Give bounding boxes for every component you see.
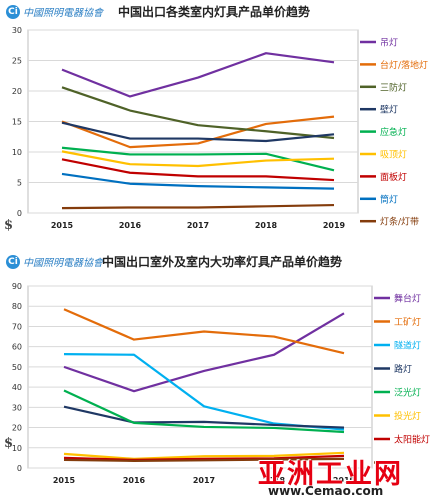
x-tick-label: 2017: [193, 476, 215, 485]
watermark-url: www.Cemao.com: [268, 484, 384, 498]
chart-title-outdoor: 中国出口室外及室内大功率灯具产品单价趋势: [102, 255, 343, 269]
y-tick-label: 80: [12, 302, 22, 311]
watermark-text: 亚洲工业网: [258, 459, 403, 490]
series-line: [63, 353, 345, 431]
legend-label: 三防灯: [380, 81, 407, 93]
plot-area: [27, 285, 373, 469]
currency-symbol: $: [4, 218, 14, 233]
x-tick-label: 2015: [51, 221, 74, 230]
logo-mark-icon: Ci: [6, 254, 20, 269]
y-tick-label: 30: [12, 26, 22, 35]
x-tick-label: 2017: [187, 221, 209, 230]
y-tick-label: 60: [12, 343, 22, 352]
series-line: [61, 52, 335, 98]
y-tick-label: 15: [12, 118, 22, 127]
series-line: [61, 203, 335, 210]
series-line: [63, 457, 345, 463]
logo-text: 中國照明電器協會: [23, 258, 103, 269]
y-tick-label: 90: [12, 282, 22, 291]
series-line: [63, 312, 345, 393]
x-tick-label: 2015: [53, 476, 76, 485]
x-tick-label: 2016: [123, 476, 146, 485]
series-line: [61, 115, 335, 149]
chart-title-indoor: 中国出口各类室内灯具产品单价趋势: [118, 5, 311, 19]
legend-label: 吊灯: [380, 38, 398, 49]
currency-symbol: $: [4, 436, 14, 451]
y-tick-label: 20: [12, 424, 22, 433]
legend-label: 投光灯: [394, 410, 421, 422]
y-tick-label: 20: [12, 87, 22, 96]
legend-label: 隧道灯: [394, 340, 421, 352]
logo-mark-icon: Ci: [6, 4, 20, 19]
association-logo: Ci 中國照明電器協會: [6, 254, 103, 269]
line-chart-outdoor: 0 10 20 30 40 50 60 70 80 90 2015 2016 2017 2018 2019 舞…: [12, 282, 430, 485]
y-tick-label: 10: [12, 444, 22, 453]
series-line: [61, 172, 335, 190]
legend-label: 舞台灯: [394, 293, 421, 305]
legend-label: 吸顶灯: [380, 150, 407, 161]
series-line: [61, 121, 335, 143]
legend-label: 太阳能灯: [394, 434, 430, 446]
y-tick-label: 50: [12, 363, 22, 372]
line-chart-indoor: 0 5 10 15 20 25 30 2015 2016 2017 2018 2019 吊灯台灯/落地灯…: [12, 26, 428, 230]
legend-label: 泛光灯: [394, 387, 421, 399]
legend-label: 路灯: [394, 363, 412, 375]
y-tick-label: 10: [12, 148, 22, 157]
series-line: [63, 451, 345, 460]
x-tick-label: 2019: [323, 221, 346, 230]
y-tick-label: 0: [17, 209, 22, 218]
legend-label: 面板灯: [380, 171, 407, 183]
x-tick-label: 2019: [333, 476, 356, 485]
series-line: [63, 405, 345, 429]
x-tick-label: 2018: [263, 476, 286, 485]
y-tick-label: 5: [17, 179, 22, 188]
legend-label: 灯条/灯带: [380, 216, 419, 228]
chart-panel-outdoor: Ci 中國照明電器協會 中国出口室外及室内大功率灯具产品单价趋势 0 10 20 30…: [0, 250, 436, 500]
legend-label: 台灯/落地灯: [380, 59, 428, 71]
series-line: [61, 86, 335, 140]
legend-label: 应急灯: [380, 126, 407, 138]
y-tick-label: 0: [17, 464, 22, 473]
series-line: [63, 389, 345, 434]
series-line: [63, 454, 345, 462]
series-line: [63, 308, 345, 355]
legend-label: 工矿灯: [394, 316, 421, 328]
association-logo: Ci 中國照明電器協會: [6, 4, 103, 19]
logo-text: 中國照明電器協會: [23, 8, 103, 19]
y-tick-label: 25: [12, 57, 22, 66]
x-tick-label: 2018: [255, 221, 278, 230]
y-tick-label: 40: [12, 383, 22, 392]
legend-label: 壁灯: [380, 104, 398, 116]
series-line: [61, 150, 335, 168]
chart-panel-indoor: Ci 中國照明電器協會 中国出口各类室内灯具产品单价趋势 0 5 10 15 20 25 3…: [0, 0, 436, 248]
legend-label: 筒灯: [380, 193, 398, 205]
y-tick-label: 70: [12, 322, 22, 331]
series-line: [61, 158, 335, 182]
y-tick-label: 30: [12, 403, 22, 412]
x-tick-label: 2016: [119, 221, 142, 230]
